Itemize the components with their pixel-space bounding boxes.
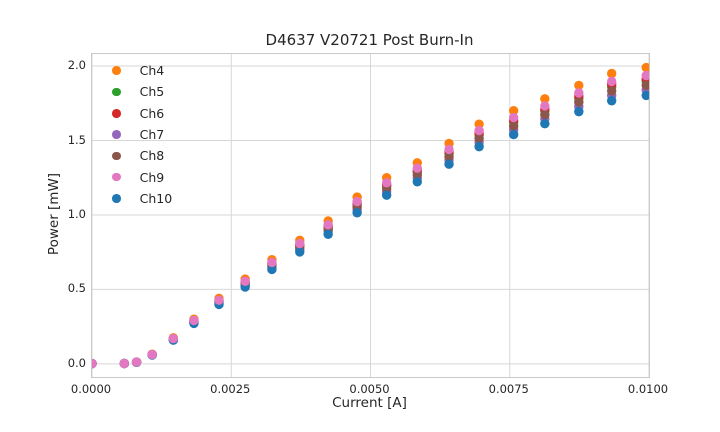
legend-item-ch9: Ch9 [105,166,172,187]
scatter-point-ch10 [295,247,305,257]
legend: Ch4 Ch5 Ch6 Ch7 Ch8 Ch9 Ch10 [105,60,172,209]
legend-marker-icon [112,172,121,182]
y-axis-label: Power [mW] [46,172,62,256]
y-tick-label: 1.5 [67,132,86,147]
scatter-point-ch8 [574,97,584,107]
legend-item-ch10: Ch10 [105,188,172,209]
x-axis-label: Current [A] [332,395,407,411]
scatter-point-ch10 [641,90,649,101]
scatter-point-ch8 [474,133,484,144]
legend-label: Ch10 [139,190,173,206]
scatter-point-ch4 [508,106,519,116]
x-tick-label: 0.0025 [210,382,251,396]
scatter-point-ch9 [412,163,422,173]
scatter-point-ch8 [508,121,519,131]
scatter-point-ch9 [323,220,333,230]
x-tick-label: 0.0000 [70,382,112,396]
scatter-point-ch9 [295,238,305,249]
legend-item-ch7: Ch7 [105,124,172,145]
y-tick-label: 0.0 [67,355,86,370]
y-tick-label: 1.0 [67,206,86,221]
x-tick-label: 0.0050 [349,382,390,396]
scatter-point-ch9 [641,70,649,81]
scatter-point-ch9 [474,125,484,136]
legend-marker-icon [112,66,121,75]
scatter-point-ch9 [444,144,454,155]
legend-label: Ch4 [139,63,165,79]
scatter-point-ch10 [323,229,333,240]
scatter-point-ch9 [352,196,362,207]
scatter-point-ch9 [147,349,157,360]
scatter-point-ch9 [189,315,199,326]
scatter-point-ch9 [606,76,617,87]
scatter-point-ch10 [352,208,362,218]
legend-label: Ch7 [139,127,165,143]
scatter-point-ch9 [574,88,584,98]
scatter-point-ch10 [412,177,422,187]
scatter-point-ch10 [606,96,617,106]
scatter-point-ch9 [267,257,277,268]
legend-marker-icon [112,194,121,203]
scatter-point-ch10 [267,264,277,275]
legend-marker-icon [112,130,121,139]
scatter-point-ch9 [381,178,392,188]
scatter-point-ch9 [240,276,250,286]
y-tick-label: 0.5 [67,281,86,296]
scatter-plot-canvas [92,54,649,377]
legend-marker-icon [112,108,121,118]
scatter-point-ch8 [641,80,649,90]
legend-marker-icon [112,87,121,97]
scatter-point-ch10 [574,106,584,117]
scatter-point-ch10 [444,159,454,169]
x-tick-label: 0.0100 [627,382,669,396]
legend-item-ch8: Ch8 [105,145,172,166]
scatter-point-ch4 [606,68,617,79]
y-tick-label: 2.0 [67,58,86,73]
plot-area [91,53,650,378]
scatter-point-ch10 [474,141,484,152]
scatter-point-ch9 [540,101,550,111]
scatter-point-ch8 [540,110,550,120]
legend-label: Ch5 [139,84,165,100]
scatter-point-ch9 [508,112,519,123]
legend-label: Ch8 [139,148,165,164]
scatter-point-ch9 [92,358,97,369]
scatter-point-ch4 [574,80,584,91]
legend-item-ch6: Ch6 [105,103,172,124]
legend-item-ch4: Ch4 [105,60,172,81]
scatter-point-ch9 [119,358,130,369]
scatter-point-ch10 [540,118,550,129]
scatter-point-ch8 [444,152,454,162]
scatter-point-ch9 [131,357,142,367]
scatter-point-ch8 [412,170,422,180]
scatter-point-ch9 [168,333,179,344]
x-tick-label: 0.0075 [488,382,529,396]
scatter-point-ch4 [540,94,550,104]
scatter-point-ch10 [508,129,519,140]
scatter-point-ch10 [381,190,392,200]
legend-label: Ch9 [139,169,165,185]
legend-marker-icon [112,151,121,161]
legend-label: Ch6 [139,105,165,121]
scatter-point-ch9 [214,295,224,305]
scatter-point-ch4 [641,62,649,73]
chart-title: D4637 V20721 Post Burn-In [265,31,474,49]
scatter-point-ch8 [606,86,617,96]
legend-item-ch5: Ch5 [105,81,172,102]
